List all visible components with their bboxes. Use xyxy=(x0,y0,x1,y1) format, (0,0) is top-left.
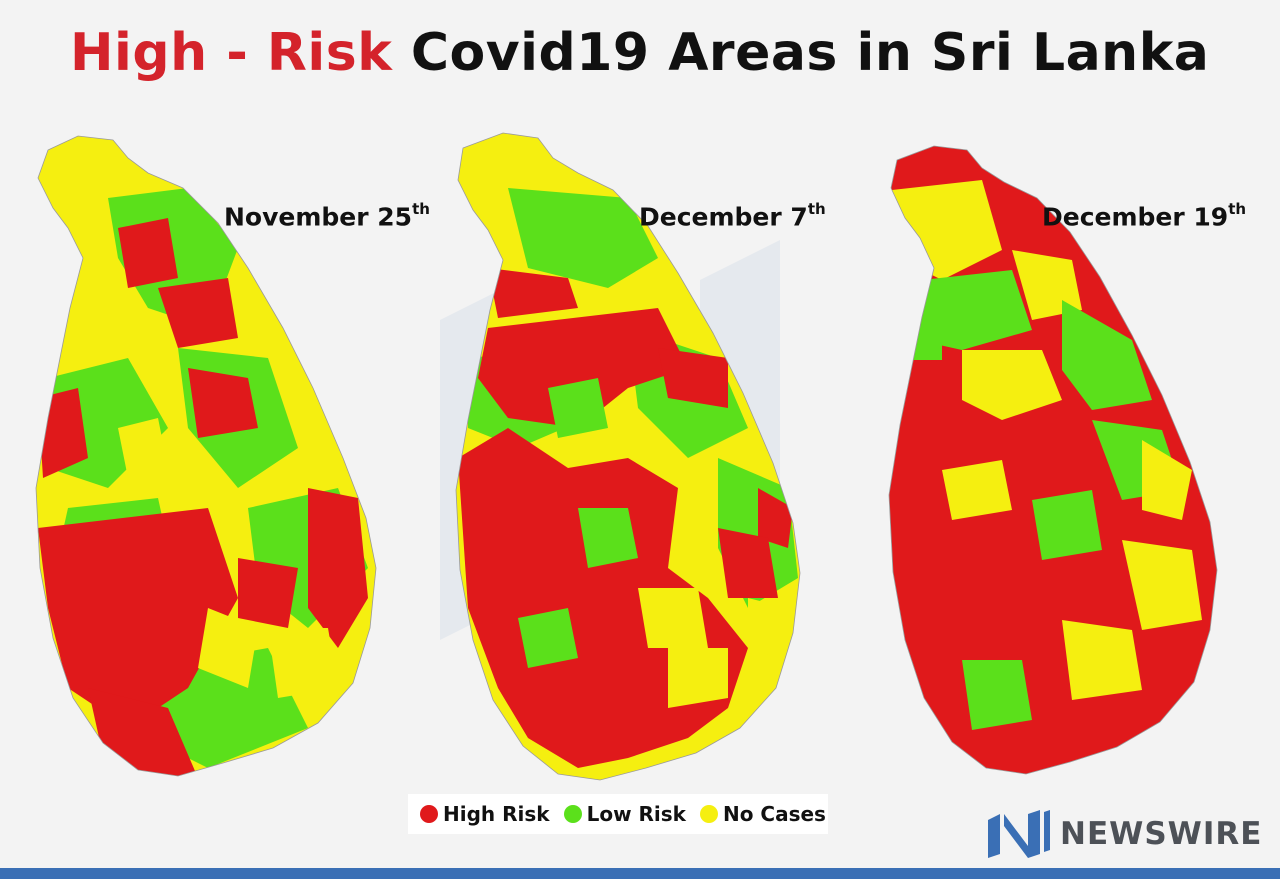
map-december-19 xyxy=(862,140,1227,790)
sri-lanka-map-3 xyxy=(888,145,1218,775)
sri-lanka-map-2 xyxy=(455,132,801,781)
map-november-25 xyxy=(8,128,388,788)
newswire-logo-icon xyxy=(988,810,1050,858)
legend-item-high-risk: High Risk xyxy=(420,802,550,826)
sri-lanka-map-1 xyxy=(35,135,377,777)
newswire-logo: NEWSWIRE xyxy=(986,810,1262,858)
page-title: High - Risk Covid19 Areas in Sri Lanka xyxy=(70,18,1270,88)
date-label-1: November 25th xyxy=(224,200,430,232)
map-december-7 xyxy=(428,128,813,793)
title-highlight: High - Risk xyxy=(70,23,393,83)
date-label-3: December 19th xyxy=(1042,200,1247,232)
brand-name: NEWSWIRE xyxy=(1060,816,1263,852)
legend-item-low-risk: Low Risk xyxy=(563,802,686,826)
legend-item-no-cases: No Cases xyxy=(699,802,826,826)
map-legend: High Risk Low Risk No Cases xyxy=(408,794,828,834)
high-risk-dot-icon xyxy=(420,805,438,823)
date-label-2: December 7th xyxy=(639,200,826,232)
bottom-bar xyxy=(0,868,1280,879)
no-cases-dot-icon xyxy=(699,805,718,823)
low-risk-dot-icon xyxy=(563,805,582,823)
title-rest: Covid19 Areas in Sri Lanka xyxy=(410,23,1210,83)
